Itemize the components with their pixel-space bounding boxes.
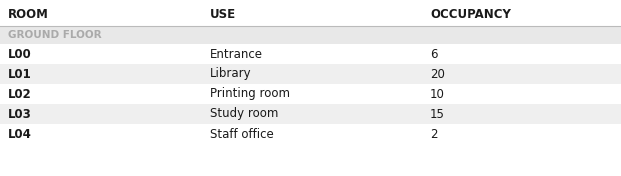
Text: OCCUPANCY: OCCUPANCY bbox=[430, 8, 511, 21]
Text: Printing room: Printing room bbox=[210, 87, 290, 100]
Bar bbox=[0, 104, 621, 124]
Text: Entrance: Entrance bbox=[210, 48, 263, 61]
Bar bbox=[0, 64, 621, 84]
Text: 10: 10 bbox=[430, 87, 445, 100]
Text: L01: L01 bbox=[8, 68, 32, 80]
Text: 2: 2 bbox=[430, 127, 438, 140]
Text: L03: L03 bbox=[8, 108, 32, 121]
Text: Library: Library bbox=[210, 68, 252, 80]
Bar bbox=[0, 26, 621, 44]
Text: Staff office: Staff office bbox=[210, 127, 274, 140]
Bar bbox=[0, 4, 621, 26]
Text: Study room: Study room bbox=[210, 108, 278, 121]
Text: ROOM: ROOM bbox=[8, 8, 49, 21]
Text: 6: 6 bbox=[430, 48, 438, 61]
Text: L04: L04 bbox=[8, 127, 32, 140]
Text: L00: L00 bbox=[8, 48, 32, 61]
Bar bbox=[0, 44, 621, 64]
Text: USE: USE bbox=[210, 8, 236, 21]
Text: 15: 15 bbox=[430, 108, 445, 121]
Text: 20: 20 bbox=[430, 68, 445, 80]
Bar bbox=[0, 84, 621, 104]
Text: GROUND FLOOR: GROUND FLOOR bbox=[8, 30, 102, 40]
Text: L02: L02 bbox=[8, 87, 32, 100]
Bar bbox=[0, 124, 621, 144]
